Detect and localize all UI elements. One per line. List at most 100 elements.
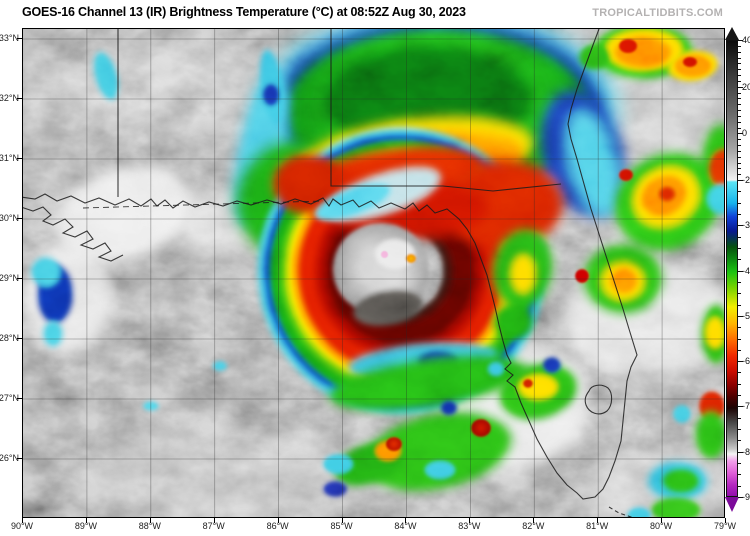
colorbar-minor-tick xyxy=(738,429,741,431)
colorbar-minor-tick xyxy=(738,293,741,295)
colorbar-minor-tick xyxy=(738,485,741,487)
lon-label: 86°W xyxy=(266,521,289,531)
colorbar-minor-tick xyxy=(738,202,741,204)
colorbar-minor-tick xyxy=(738,395,741,397)
cloud-blob xyxy=(493,304,533,340)
colorbar-major-tick xyxy=(738,86,743,88)
colorbar-arrow-up-icon xyxy=(725,27,739,40)
lon-label: 85°W xyxy=(330,521,353,531)
lon-tick xyxy=(405,518,407,523)
cloud-blob xyxy=(627,507,651,517)
south-cluster-red-core xyxy=(386,437,402,451)
colorbar-minor-tick xyxy=(738,440,741,442)
cloud-blob xyxy=(488,362,504,376)
lon-tick xyxy=(533,518,535,523)
cloud-blob xyxy=(523,379,533,388)
colorbar-tick-label: -40 xyxy=(742,265,750,276)
colorbar-minor-tick xyxy=(738,162,741,164)
colorbar-minor-tick xyxy=(738,168,741,170)
colorbar-minor-tick xyxy=(738,98,741,100)
cloud-blob xyxy=(31,257,61,287)
colorbar-major-tick xyxy=(738,270,743,272)
lon-tick xyxy=(725,518,726,523)
cloud-blob xyxy=(425,461,455,479)
lon-tick xyxy=(597,518,599,523)
colorbar-minor-tick xyxy=(738,75,741,76)
cloud-blob xyxy=(579,44,609,70)
colorbar-minor-tick xyxy=(738,121,741,123)
lat-tick xyxy=(17,338,22,339)
colorbar-tick-label: 0 xyxy=(742,128,748,139)
lon-label: 80°W xyxy=(650,521,673,531)
cloud-blob xyxy=(213,361,227,371)
cloud-blob xyxy=(143,401,159,411)
colorbar-minor-tick xyxy=(738,191,741,193)
colorbar-minor-tick xyxy=(738,145,741,146)
cloud-blob xyxy=(651,497,701,517)
colorbar-minor-tick xyxy=(738,281,741,283)
colorbar-minor-tick xyxy=(738,174,741,176)
colorbar-minor-tick xyxy=(738,383,741,385)
colorbar-minor-tick xyxy=(738,213,741,215)
cloud-blob xyxy=(263,84,279,106)
cloud-blob xyxy=(683,57,697,67)
colorbar-tick-label: -20 xyxy=(742,175,750,185)
colorbar-minor-tick xyxy=(738,69,741,71)
lon-tick xyxy=(22,518,23,523)
lat-tick xyxy=(17,218,22,219)
cloud-blob xyxy=(611,269,637,293)
page-title: GOES-16 Channel 13 (IR) Brightness Tempe… xyxy=(22,5,466,19)
colorbar-minor-tick xyxy=(738,110,741,111)
lon-tick xyxy=(277,518,279,523)
cloud-blob xyxy=(705,317,724,349)
lon-tick xyxy=(341,518,343,523)
cloud-blob xyxy=(673,405,691,423)
lon-label: 83°W xyxy=(458,521,481,531)
colorbar-minor-tick xyxy=(738,349,741,351)
colorbar-minor-tick xyxy=(738,80,741,82)
lat-label: 31°N xyxy=(0,153,19,163)
lon-label: 88°W xyxy=(138,521,161,531)
lon-label: 87°W xyxy=(202,521,225,531)
lon-label: 81°W xyxy=(586,521,609,531)
lat-label: 29°N xyxy=(0,273,19,283)
lat-tick xyxy=(17,398,22,399)
colorbar-tick-label: 40 xyxy=(742,35,750,45)
lat-label: 26°N xyxy=(0,453,19,463)
colorbar-minor-tick xyxy=(738,247,741,249)
colorbar-minor-tick xyxy=(738,372,741,374)
south-cluster-red-core xyxy=(471,419,491,437)
colorbar-tick-label: -90 xyxy=(742,492,750,502)
colorbar-minor-tick xyxy=(738,150,741,152)
colorbar-major-tick xyxy=(738,225,743,227)
lat-tick xyxy=(17,38,22,39)
satellite-map xyxy=(22,28,725,518)
colorbar-major-tick xyxy=(738,133,743,135)
cloud-blob xyxy=(43,321,63,347)
lat-label: 30°N xyxy=(0,213,19,223)
colorbar-minor-tick xyxy=(738,127,741,129)
colorbar-minor-tick xyxy=(738,156,741,158)
colorbar-minor-tick xyxy=(738,338,741,340)
lon-tick xyxy=(469,518,471,523)
cloud-blob xyxy=(323,454,353,474)
colorbar-minor-tick xyxy=(738,259,741,261)
colorbar-minor-tick xyxy=(738,463,741,465)
cloud-blob xyxy=(510,254,536,294)
colorbar-major-tick xyxy=(738,315,743,317)
colorbar-minor-tick xyxy=(738,92,741,94)
colorbar-minor-tick xyxy=(738,57,741,59)
lon-tick xyxy=(85,518,87,523)
colorbar-minor-tick xyxy=(738,115,741,117)
colorbar-major-tick xyxy=(738,180,743,181)
colorbar xyxy=(726,40,738,497)
lon-label: 79°W xyxy=(713,521,737,531)
cloud-blob xyxy=(663,469,699,493)
colorbar-minor-tick xyxy=(738,45,741,47)
lat-tick xyxy=(17,158,22,159)
colorbar-minor-tick xyxy=(738,139,741,141)
colorbar-major-tick xyxy=(738,451,743,453)
colorbar-tick-label: -60 xyxy=(742,356,750,367)
colorbar-tick-label: 20 xyxy=(742,81,750,92)
